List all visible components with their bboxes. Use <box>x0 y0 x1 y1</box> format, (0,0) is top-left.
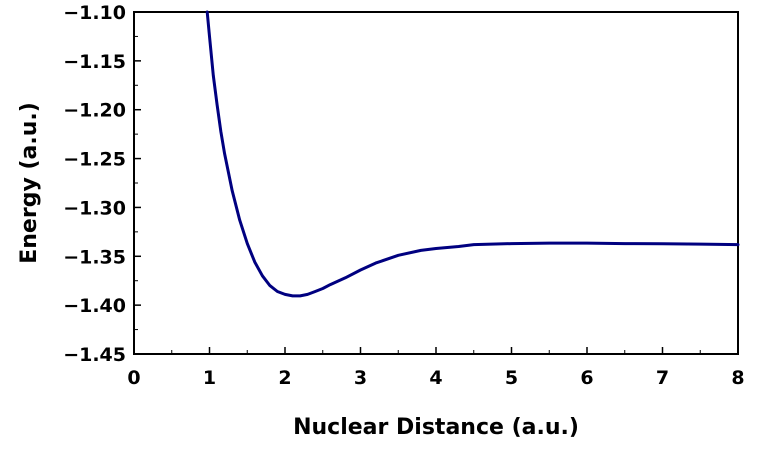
minor-ticks <box>134 35 701 354</box>
x-tick-label: 2 <box>278 367 291 389</box>
y-tick-label: −1.25 <box>63 149 126 171</box>
energy-curve-line <box>205 10 740 298</box>
y-tick-label: −1.30 <box>63 197 126 219</box>
x-tick-label: 6 <box>580 367 593 389</box>
plot-frame <box>133 11 739 355</box>
x-tick-label: 1 <box>203 367 216 389</box>
y-axis-title: Energy (a.u.) <box>17 102 42 264</box>
x-tick-label: 0 <box>127 367 140 389</box>
x-axis-title: Nuclear Distance (a.u.) <box>293 415 579 440</box>
y-tick-label: −1.20 <box>63 100 126 122</box>
y-tick-label: −1.15 <box>63 51 126 73</box>
y-axis-ticks: −1.45 −1.40 −1.35 −1.30 −1.25 −1.20 −1.15 −1.10 <box>63 2 141 366</box>
x-tick-label: 5 <box>505 367 518 389</box>
x-tick-label: 4 <box>429 367 442 389</box>
x-tick-label: 3 <box>354 367 367 389</box>
x-axis-ticks: 0 1 2 3 4 5 6 7 8 <box>127 347 745 389</box>
x-tick-label: 8 <box>731 367 744 389</box>
y-tick-label: −1.35 <box>63 246 126 268</box>
y-tick-label: −1.40 <box>63 295 126 317</box>
y-tick-label: −1.10 <box>63 2 126 24</box>
x-tick-label: 7 <box>656 367 669 389</box>
y-tick-label: −1.45 <box>63 344 126 366</box>
